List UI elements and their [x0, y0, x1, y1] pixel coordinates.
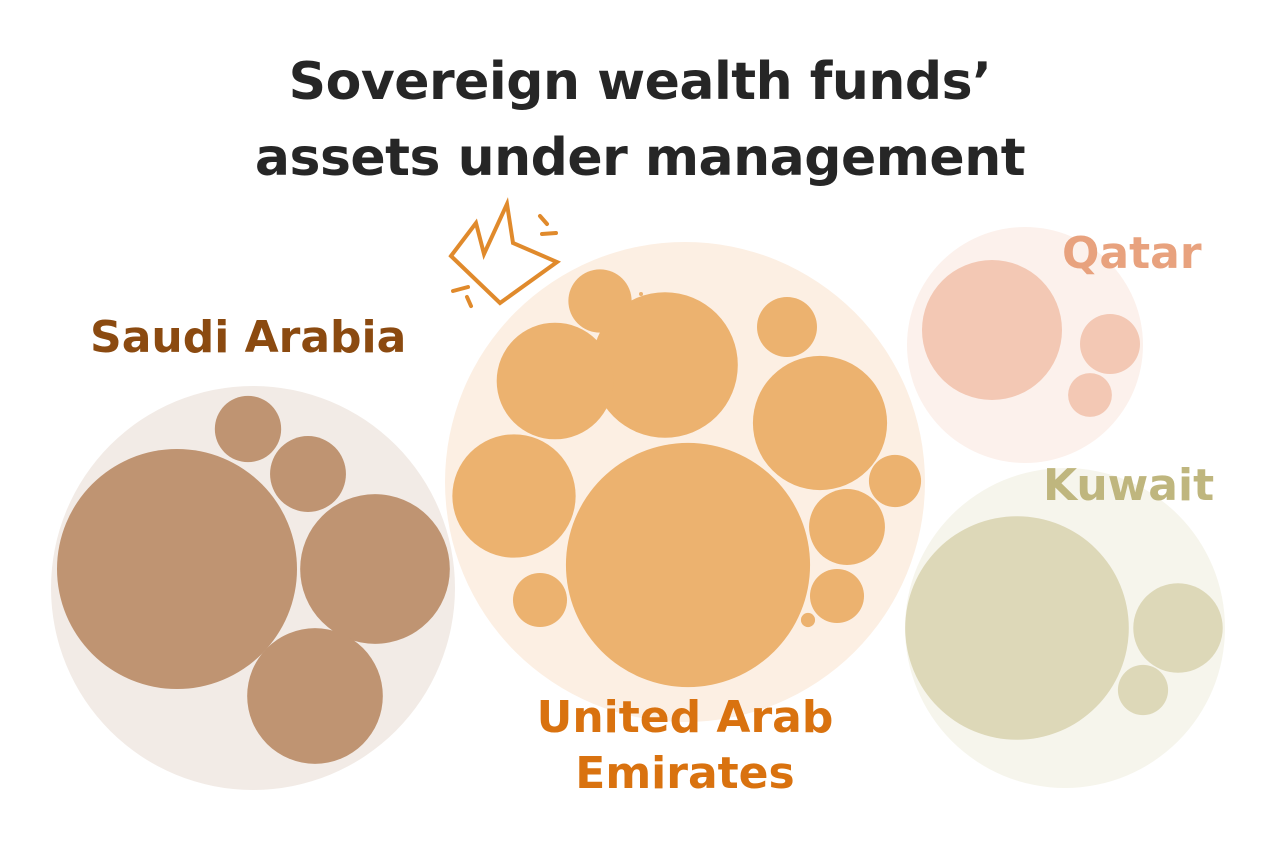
- fund-bubble: [592, 292, 738, 438]
- crown-icon: [448, 197, 562, 308]
- fund-bubble: [752, 355, 888, 491]
- fund-bubble: [922, 260, 1062, 400]
- fund-bubble: [270, 436, 346, 512]
- label-line: United Arab: [536, 692, 834, 743]
- fund-bubble: [300, 494, 450, 644]
- title-line-2: assets under management: [254, 128, 1026, 188]
- label-line: Kuwait: [1043, 460, 1215, 511]
- fund-bubble: [809, 568, 865, 624]
- fund-bubble: [905, 516, 1129, 740]
- label-line: Qatar: [1062, 228, 1202, 279]
- title-line-1: Sovereign wealth funds’: [288, 52, 992, 112]
- label-line: Emirates: [575, 748, 795, 799]
- fund-bubble: [757, 297, 817, 357]
- fund-bubble: [452, 434, 576, 558]
- fund-bubble: [214, 395, 282, 463]
- label-kuwait: Kuwait: [1043, 458, 1214, 514]
- fund-bubble: [868, 454, 922, 508]
- fund-bubble: [1068, 373, 1112, 417]
- fund-bubble: [1080, 314, 1140, 374]
- fund-bubble: [568, 269, 632, 333]
- label-line: Saudi Arabia: [90, 312, 407, 363]
- fund-bubble: [809, 489, 885, 565]
- fund-bubble: [800, 612, 816, 628]
- fund-bubble: [496, 322, 614, 440]
- fund-bubble: [1117, 664, 1169, 716]
- fund-bubble: [639, 292, 643, 296]
- fund-bubble: [247, 628, 383, 764]
- fund-bubble: [565, 442, 811, 688]
- chart-title: Sovereign wealth funds’ assets under man…: [0, 44, 1280, 196]
- fund-bubble: [1133, 583, 1223, 673]
- label-saudi-arabia: Saudi Arabia: [90, 310, 406, 366]
- fund-bubble: [57, 449, 297, 689]
- label-uae: United Arab Emirates: [520, 690, 850, 802]
- fund-bubble: [512, 572, 568, 628]
- label-qatar: Qatar: [1062, 226, 1202, 282]
